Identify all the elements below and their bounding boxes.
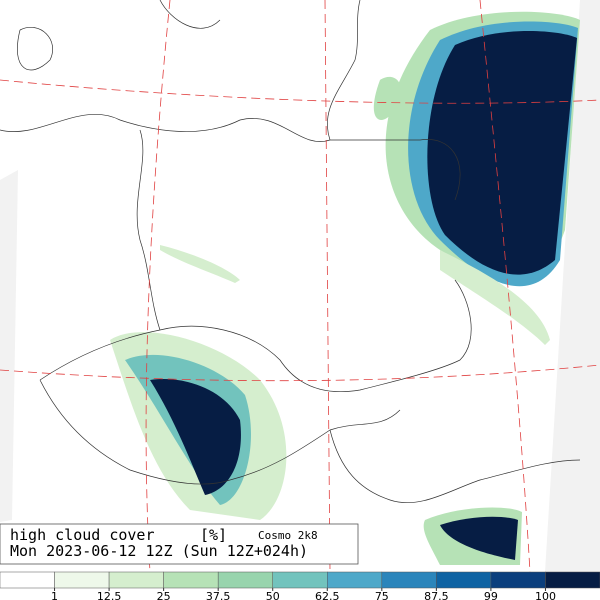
colorbar-label: 100	[535, 590, 556, 600]
colorbar-bin	[272, 571, 328, 589]
colorbar-bin	[0, 571, 55, 589]
borders	[0, 0, 581, 504]
colorbar-label: 87.5	[424, 590, 449, 600]
colorbar-label: 12.5	[97, 590, 122, 600]
colorbar-bin	[545, 571, 600, 589]
graticule	[0, 0, 600, 573]
clouds	[110, 11, 580, 565]
colorbar-bin	[490, 571, 546, 589]
legend-unit: [%]	[200, 526, 227, 544]
colorbar-bin	[381, 571, 437, 589]
colorbar-bin	[327, 571, 383, 589]
outside-domain	[0, 170, 18, 522]
colorbar-label: 75	[375, 590, 389, 600]
colorbar: 1 12.5 25 37.5 50 62.5 75 87.5 99 100	[0, 571, 600, 600]
colorbar-bin	[108, 571, 164, 589]
legend-box	[0, 523, 359, 565]
colorbar-label: 50	[266, 590, 280, 600]
outside-domain	[545, 0, 600, 572]
colorbar-bin	[54, 571, 110, 589]
colorbar-label: 25	[157, 590, 171, 600]
legend-model: Cosmo 2k8	[258, 529, 318, 542]
legend-title: high cloud cover	[10, 526, 155, 544]
colorbar-label: 62.5	[315, 590, 340, 600]
legend-time: Mon 2023-06-12 12Z (Sun 12Z+024h)	[10, 542, 308, 560]
colorbar-bin	[217, 571, 273, 589]
colorbar-bin	[436, 571, 492, 589]
colorbar-label: 37.5	[206, 590, 231, 600]
colorbar-label: 99	[484, 590, 498, 600]
colorbar-label: 1	[51, 590, 58, 600]
colorbar-bin	[163, 571, 219, 589]
